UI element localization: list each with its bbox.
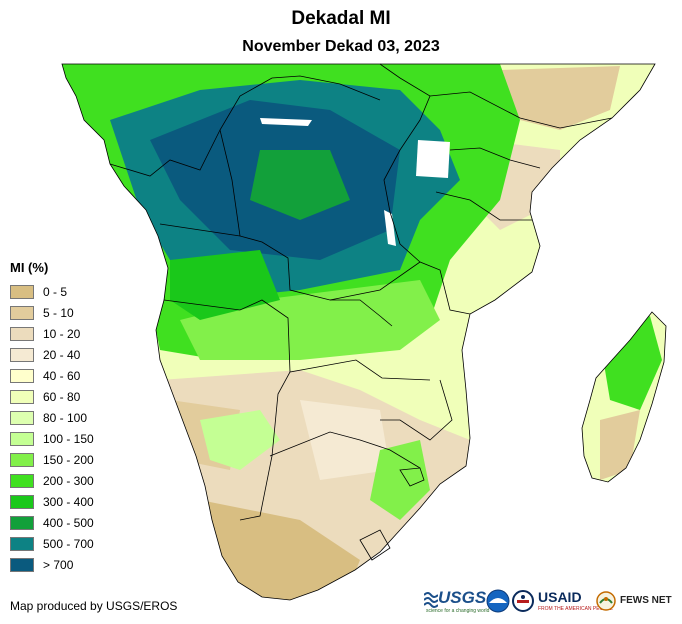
legend-swatch: [10, 389, 34, 404]
legend-label: 60 - 80: [43, 389, 81, 404]
legend-item: 5 - 10: [10, 302, 130, 323]
legend-swatch: [10, 473, 34, 488]
legend-swatch: [10, 557, 34, 572]
legend-label: 300 - 400: [43, 494, 94, 509]
credit-text: Map produced by USGS/EROS: [10, 599, 178, 613]
legend-item: 100 - 150: [10, 428, 130, 449]
usaid-tagline: FROM THE AMERICAN PEOPLE: [538, 606, 613, 612]
fewsnet-sun-icon: [596, 591, 616, 611]
legend-swatch: [10, 284, 34, 299]
legend-swatch: [10, 536, 34, 551]
legend-title: MI (%): [10, 260, 49, 275]
legend-swatch: [10, 410, 34, 425]
usgs-wave-icon: [424, 592, 438, 608]
legend-swatch: [10, 515, 34, 530]
legend-item: 150 - 200: [10, 449, 130, 470]
mi-raster: [62, 64, 666, 600]
legend-item: 400 - 500: [10, 512, 130, 533]
legend-item: > 700: [10, 554, 130, 575]
legend-item: 40 - 60: [10, 365, 130, 386]
map-title: Dekadal MI: [291, 8, 391, 29]
legend-swatch: [10, 368, 34, 383]
logo-strip: USGS science for a changing world USAID …: [424, 586, 680, 616]
legend-item: 300 - 400: [10, 491, 130, 512]
legend-label: 40 - 60: [43, 368, 81, 383]
legend-item: 0 - 5: [10, 281, 130, 302]
legend-label: 500 - 700: [43, 536, 94, 551]
legend-label: 5 - 10: [43, 305, 74, 320]
usaid-wordmark: USAID: [538, 589, 582, 605]
usgs-tagline: science for a changing world: [426, 608, 490, 614]
country-borders: [61, 63, 667, 601]
legend-label: 0 - 5: [43, 284, 68, 299]
legend-swatch: [10, 305, 34, 320]
legend-label: 80 - 100: [43, 410, 88, 425]
legend-label: 10 - 20: [43, 326, 81, 341]
legend-item: 10 - 20: [10, 323, 130, 344]
legend-item: 60 - 80: [10, 386, 130, 407]
legend-label: 400 - 500: [43, 515, 94, 530]
noaa-emblem-icon: [486, 589, 510, 613]
usgs-wordmark: USGS: [438, 588, 487, 607]
legend-swatch: [10, 494, 34, 509]
legend-items: 0 - 5 5 - 10 10 - 20 20 - 40 40 - 60 60 - 80 8…: [10, 281, 130, 575]
usgs-logo: USGS science for a changing world: [424, 586, 512, 616]
legend-label: 200 - 300: [43, 473, 94, 488]
legend-swatch: [10, 452, 34, 467]
legend-label: 150 - 200: [43, 452, 94, 467]
legend-swatch: [10, 326, 34, 341]
usaid-seal-icon: [512, 590, 534, 612]
noaa-logo: [486, 586, 512, 616]
fewsnet-logo: FEWS NET: [596, 586, 680, 616]
legend-label: > 700: [43, 557, 74, 572]
legend-item: 80 - 100: [10, 407, 130, 428]
legend-label: 100 - 150: [43, 431, 94, 446]
legend: MI (%) 0 - 5 5 - 10 10 - 20 20 - 40 40 - 60 6…: [10, 260, 130, 575]
legend-swatch: [10, 347, 34, 362]
legend-label: 20 - 40: [43, 347, 81, 362]
usaid-logo: USAID FROM THE AMERICAN PEOPLE: [512, 586, 613, 616]
fewsnet-wordmark: FEWS NET: [620, 595, 672, 606]
legend-item: 200 - 300: [10, 470, 130, 491]
legend-swatch: [10, 431, 34, 446]
legend-item: 500 - 700: [10, 533, 130, 554]
legend-item: 20 - 40: [10, 344, 130, 365]
map-subtitle: November Dekad 03, 2023: [242, 38, 440, 55]
